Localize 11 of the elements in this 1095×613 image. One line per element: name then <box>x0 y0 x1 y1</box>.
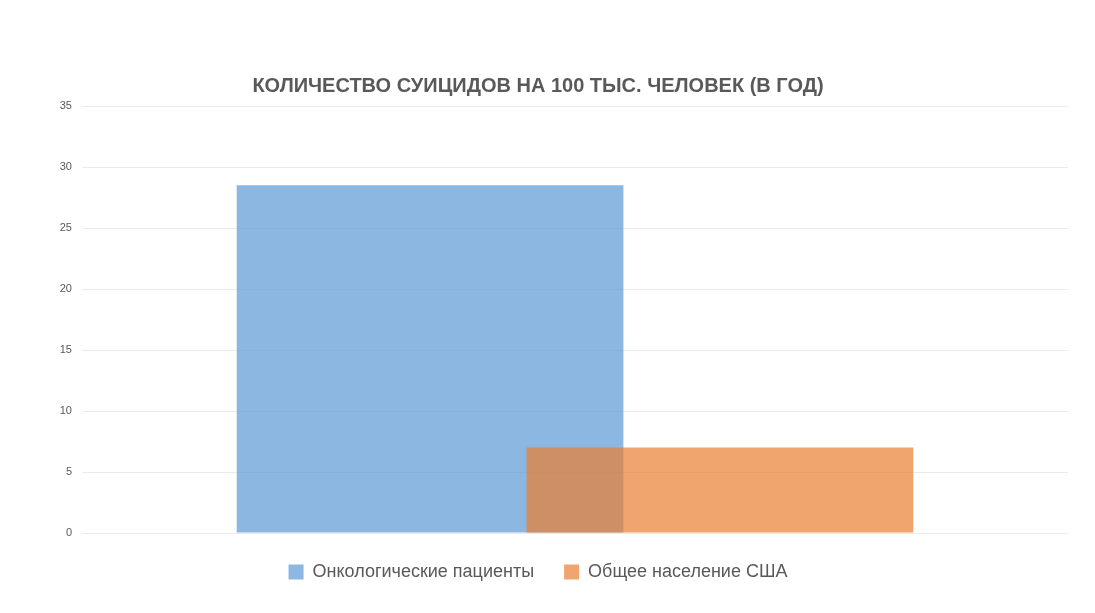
chart-title: КОЛИЧЕСТВО СУИЦИДОВ НА 100 ТЫС. ЧЕЛОВЕК (В ГОД) <box>252 73 824 96</box>
y-tick-label: 0 <box>65 526 72 539</box>
y-tick-label: 25 <box>59 221 72 234</box>
y-tick-label: 35 <box>59 99 72 112</box>
y-tick-label: 30 <box>59 160 72 173</box>
y-tick-label: 20 <box>59 282 72 295</box>
legend-label: Общее население США <box>588 560 788 581</box>
y-tick-label: 10 <box>59 404 72 417</box>
y-tick-label: 5 <box>65 465 72 478</box>
y-tick-label: 15 <box>59 343 72 356</box>
legend-label: Онкологические пациенты <box>312 560 535 581</box>
